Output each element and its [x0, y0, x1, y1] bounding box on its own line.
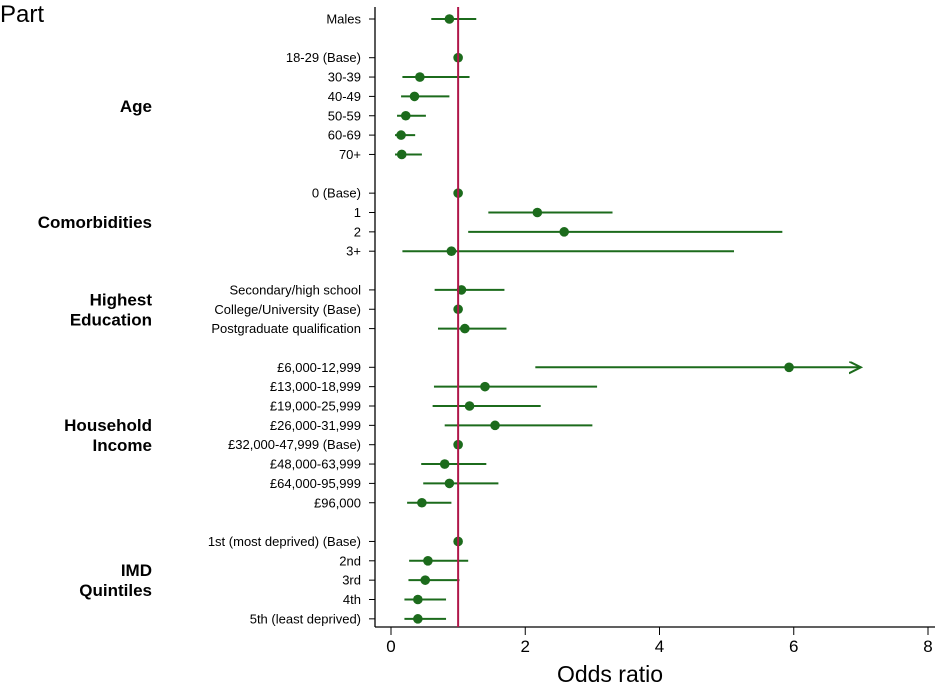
- point-estimate: [446, 246, 457, 256]
- point-estimate: [400, 110, 411, 121]
- x-tick-label: 8: [923, 637, 932, 656]
- row-label: £19,000-25,999: [270, 399, 361, 414]
- group-label: Education: [70, 310, 152, 329]
- group-label: Quintiles: [79, 581, 152, 600]
- point-estimate: [396, 130, 406, 140]
- row-label: 4th: [343, 592, 361, 607]
- group-label: Age: [120, 97, 152, 116]
- point-estimate: [423, 556, 433, 566]
- row-label: 30-39: [328, 70, 361, 85]
- group-label: Income: [92, 436, 152, 455]
- point-estimate: [480, 381, 490, 392]
- row-label: £26,000-31,999: [270, 418, 361, 433]
- row-label: 5th (least deprived): [250, 611, 361, 626]
- row-label: £32,000-47,999 (Base): [228, 437, 361, 452]
- point-estimate: [444, 14, 455, 24]
- row-label: Postgraduate qualification: [211, 321, 361, 336]
- row-label: 60-69: [328, 128, 361, 143]
- group-label: Comorbidities: [38, 213, 152, 232]
- row-label: 18-29 (Base): [286, 50, 361, 65]
- x-axis-title: Odds ratio: [557, 661, 663, 687]
- panel-label: Part: [0, 1, 45, 28]
- point-estimate: [460, 323, 470, 334]
- group-label: Highest: [90, 290, 153, 309]
- row-label: £13,000-18,999: [270, 379, 361, 394]
- point-estimate: [559, 227, 569, 237]
- point-estimate: [396, 149, 407, 160]
- row-label: 1: [354, 205, 361, 220]
- row-label: Secondary/high school: [229, 282, 361, 297]
- point-estimate: [415, 72, 425, 82]
- point-estimate: [439, 459, 450, 469]
- x-tick-label: 0: [386, 637, 395, 656]
- point-estimate: [532, 207, 543, 218]
- row-label: £6,000-12,999: [277, 360, 361, 375]
- point-estimate: [784, 362, 794, 373]
- point-estimate: [464, 401, 475, 411]
- group-label: Household: [64, 416, 152, 435]
- point-estimate: [444, 478, 455, 489]
- x-tick-label: 2: [521, 637, 530, 656]
- point-estimate: [413, 594, 423, 605]
- row-label: 3+: [346, 244, 361, 259]
- row-label: 0 (Base): [312, 186, 361, 201]
- point-estimate: [490, 420, 500, 431]
- row-label: 70+: [339, 147, 361, 162]
- point-estimate: [413, 614, 423, 624]
- row-label: 1st (most deprived) (Base): [208, 534, 361, 549]
- point-estimate: [409, 91, 420, 102]
- row-label: 2: [354, 224, 361, 239]
- row-label: £96,000: [314, 495, 361, 510]
- row-label: College/University (Base): [214, 302, 361, 317]
- point-estimate: [420, 575, 431, 585]
- row-label: 40-49: [328, 89, 361, 104]
- x-tick-label: 4: [655, 637, 664, 656]
- group-label: IMD: [121, 561, 152, 580]
- row-label: £64,000-95,999: [270, 476, 361, 491]
- row-label: Males: [326, 12, 361, 27]
- x-tick-label: 6: [789, 637, 798, 656]
- row-label: 3rd: [342, 573, 361, 588]
- row-label: £48,000-63,999: [270, 457, 361, 472]
- point-estimate: [417, 497, 427, 508]
- row-label: 50-59: [328, 108, 361, 123]
- row-label: 2nd: [339, 553, 361, 568]
